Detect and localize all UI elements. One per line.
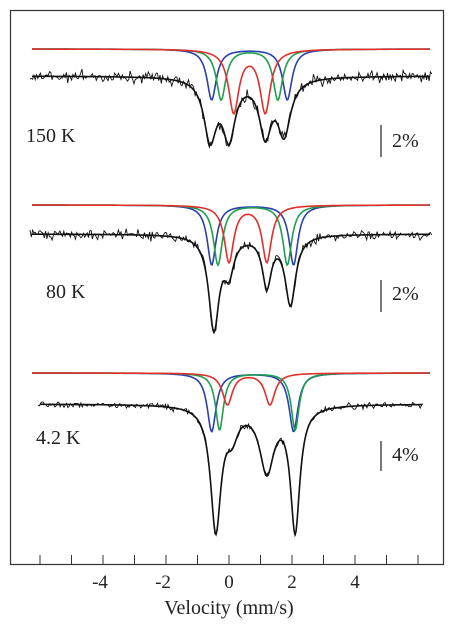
temperature-label: 4.2 K <box>36 427 81 449</box>
scale-label: 2% <box>392 130 419 152</box>
spectrum-labels: 150 K 2% 80 K 2% 4.2 K 4% <box>26 125 419 471</box>
component-curve-red <box>32 372 430 407</box>
data-trace <box>29 68 433 150</box>
fit-curve <box>32 233 431 335</box>
component-curve-green <box>31 372 430 433</box>
fit-curve <box>40 403 423 538</box>
scale-label: 4% <box>392 444 419 466</box>
x-tick-label: 4 <box>350 572 360 593</box>
component-curve-red <box>32 204 430 265</box>
plot-frame <box>9 9 445 566</box>
x-axis-label: Velocity (mm/s) <box>164 597 293 619</box>
x-tick-label: 0 <box>224 572 234 593</box>
component-curves <box>31 48 431 433</box>
x-tick-label: -2 <box>155 572 171 593</box>
temperature-label: 80 K <box>46 281 86 303</box>
scale-label: 2% <box>392 283 419 305</box>
fit-curve <box>32 75 430 146</box>
component-curve-red <box>32 48 430 116</box>
data-trace <box>37 401 424 536</box>
x-tick-label: 2 <box>287 572 297 593</box>
fit-curves <box>32 75 431 538</box>
x-axis-ticks: -4 -2 0 2 4 <box>39 555 419 593</box>
x-tick-label: -4 <box>92 572 108 593</box>
temperature-label: 150 K <box>26 125 76 147</box>
